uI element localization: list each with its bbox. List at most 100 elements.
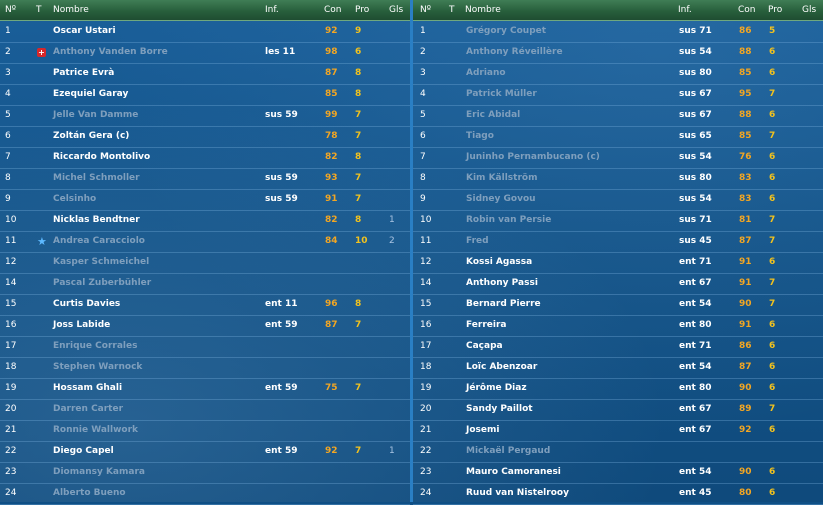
player-row[interactable]: 8 Michel Schmoller sus 59 93 7: [0, 168, 410, 190]
player-row[interactable]: 9 Celsinho sus 59 91 7: [0, 189, 410, 211]
player-row[interactable]: 12 Kasper Schmeichel: [0, 252, 410, 274]
player-name[interactable]: Fred: [466, 236, 489, 246]
player-name[interactable]: Joss Labide: [53, 320, 111, 330]
player-row[interactable]: 22 Diego Capel ent 59 92 7 1: [0, 441, 410, 463]
player-name[interactable]: Michel Schmoller: [53, 173, 140, 183]
header-num[interactable]: Nº: [5, 5, 16, 15]
player-name[interactable]: Patrick Müller: [466, 89, 537, 99]
header-t[interactable]: T: [36, 5, 42, 15]
player-row[interactable]: 2 + Anthony Vanden Borre les 11 98 6: [0, 42, 410, 64]
player-name[interactable]: Curtis Davies: [53, 299, 121, 309]
player-row[interactable]: 17 Enrique Corrales: [0, 336, 410, 358]
player-name[interactable]: Ronnie Wallwork: [53, 425, 139, 435]
player-row[interactable]: 20 Darren Carter: [0, 399, 410, 421]
player-name[interactable]: Ezequiel Garay: [53, 89, 129, 99]
player-row[interactable]: 12 Kossi Agassa ent 71 91 6: [413, 252, 823, 274]
player-name[interactable]: Sidney Govou: [466, 194, 536, 204]
player-row[interactable]: 14 Anthony Passi ent 67 91 7: [413, 273, 823, 295]
header-num[interactable]: Nº: [420, 5, 431, 15]
player-row[interactable]: 6 Tiago sus 65 85 7: [413, 126, 823, 148]
player-row[interactable]: 17 Caçapa ent 71 86 6: [413, 336, 823, 358]
player-name[interactable]: Kossi Agassa: [466, 257, 533, 267]
header-t[interactable]: T: [449, 5, 455, 15]
player-row[interactable]: 11 ★ Andrea Caracciolo 84 10 2: [0, 231, 410, 253]
player-row[interactable]: 4 Patrick Müller sus 67 95 7: [413, 84, 823, 106]
player-row[interactable]: 4 Ezequiel Garay 85 8: [0, 84, 410, 106]
player-name[interactable]: Sandy Paillot: [466, 404, 533, 414]
player-row[interactable]: 21 Josemi ent 67 92 6: [413, 420, 823, 442]
header-pro[interactable]: Pro: [768, 5, 783, 15]
header-name[interactable]: Nombre: [53, 5, 89, 15]
player-name[interactable]: Anthony Réveillère: [466, 47, 563, 57]
player-name[interactable]: Darren Carter: [53, 404, 124, 414]
player-row[interactable]: 23 Diomansy Kamara: [0, 462, 410, 484]
player-name[interactable]: Oscar Ustari: [53, 26, 116, 36]
player-row[interactable]: 23 Mauro Camoranesi ent 54 90 6: [413, 462, 823, 484]
player-row[interactable]: 11 Fred sus 45 87 7: [413, 231, 823, 253]
player-name[interactable]: Pascal Zuberbühler: [53, 278, 152, 288]
player-row[interactable]: 18 Stephen Warnock: [0, 357, 410, 379]
player-row[interactable]: 5 Jelle Van Damme sus 59 99 7: [0, 105, 410, 127]
player-row[interactable]: 5 Eric Abidal sus 67 88 6: [413, 105, 823, 127]
player-row[interactable]: 18 Loïc Abenzoar ent 54 87 6: [413, 357, 823, 379]
header-con[interactable]: Con: [738, 5, 756, 15]
player-row[interactable]: 9 Sidney Govou sus 54 83 6: [413, 189, 823, 211]
player-name[interactable]: Diego Capel: [53, 446, 114, 456]
player-name[interactable]: Patrice Evrà: [53, 68, 115, 78]
player-row[interactable]: 19 Jérôme Diaz ent 80 90 6: [413, 378, 823, 400]
player-name[interactable]: Riccardo Montolivo: [53, 152, 151, 162]
player-row[interactable]: 7 Juninho Pernambucano (c) sus 54 76 6: [413, 147, 823, 169]
player-name[interactable]: Celsinho: [53, 194, 97, 204]
player-row[interactable]: 15 Bernard Pierre ent 54 90 7: [413, 294, 823, 316]
header-gls[interactable]: Gls: [802, 5, 817, 15]
player-name[interactable]: Hossam Ghali: [53, 383, 123, 393]
player-name[interactable]: Josemi: [466, 425, 500, 435]
player-name[interactable]: Jérôme Diaz: [466, 383, 527, 393]
player-name[interactable]: Tiago: [466, 131, 494, 141]
player-name[interactable]: Stephen Warnock: [53, 362, 143, 372]
player-row[interactable]: 8 Kim Källström sus 80 83 6: [413, 168, 823, 190]
player-name[interactable]: Nicklas Bendtner: [53, 215, 140, 225]
player-row[interactable]: 6 Zoltán Gera (c) 78 7: [0, 126, 410, 148]
player-name[interactable]: Alberto Bueno: [53, 488, 126, 498]
player-row[interactable]: 3 Patrice Evrà 87 8: [0, 63, 410, 85]
player-name[interactable]: Kim Källström: [466, 173, 538, 183]
player-name[interactable]: Ferreira: [466, 320, 507, 330]
header-con[interactable]: Con: [324, 5, 342, 15]
player-name[interactable]: Grégory Coupet: [466, 26, 547, 36]
player-name[interactable]: Diomansy Kamara: [53, 467, 145, 477]
header-gls[interactable]: Gls: [389, 5, 404, 15]
player-name[interactable]: Caçapa: [466, 341, 503, 351]
player-name[interactable]: Anthony Vanden Borre: [53, 47, 168, 57]
player-row[interactable]: 16 Joss Labide ent 59 87 7: [0, 315, 410, 337]
player-name[interactable]: Robin van Persie: [466, 215, 552, 225]
player-name[interactable]: Anthony Passi: [466, 278, 538, 288]
player-name[interactable]: Bernard Pierre: [466, 299, 541, 309]
player-name[interactable]: Juninho Pernambucano (c): [466, 152, 600, 162]
header-inf[interactable]: Inf.: [265, 5, 279, 15]
player-row[interactable]: 22 Mickaël Pergaud: [413, 441, 823, 463]
player-name[interactable]: Mauro Camoranesi: [466, 467, 561, 477]
player-name[interactable]: Mickaël Pergaud: [466, 446, 551, 456]
player-row[interactable]: 1 Grégory Coupet sus 71 86 5: [413, 21, 823, 43]
header-inf[interactable]: Inf.: [678, 5, 692, 15]
player-row[interactable]: 21 Ronnie Wallwork: [0, 420, 410, 442]
player-name[interactable]: Ruud van Nistelrooy: [466, 488, 569, 498]
player-name[interactable]: Enrique Corrales: [53, 341, 138, 351]
player-row[interactable]: 14 Pascal Zuberbühler: [0, 273, 410, 295]
player-name[interactable]: Jelle Van Damme: [53, 110, 139, 120]
player-name[interactable]: Eric Abidal: [466, 110, 521, 120]
header-name[interactable]: Nombre: [465, 5, 501, 15]
player-name[interactable]: Kasper Schmeichel: [53, 257, 150, 267]
player-name[interactable]: Adriano: [466, 68, 506, 78]
player-name[interactable]: Loïc Abenzoar: [466, 362, 538, 372]
player-row[interactable]: 15 Curtis Davies ent 11 96 8: [0, 294, 410, 316]
player-row[interactable]: 16 Ferreira ent 80 91 6: [413, 315, 823, 337]
player-row[interactable]: 2 Anthony Réveillère sus 54 88 6: [413, 42, 823, 64]
player-row[interactable]: 20 Sandy Paillot ent 67 89 7: [413, 399, 823, 421]
player-row[interactable]: 19 Hossam Ghali ent 59 75 7: [0, 378, 410, 400]
player-row[interactable]: 3 Adriano sus 80 85 6: [413, 63, 823, 85]
player-row[interactable]: 7 Riccardo Montolivo 82 8: [0, 147, 410, 169]
player-row[interactable]: 1 Oscar Ustari 92 9: [0, 21, 410, 43]
header-pro[interactable]: Pro: [355, 5, 370, 15]
